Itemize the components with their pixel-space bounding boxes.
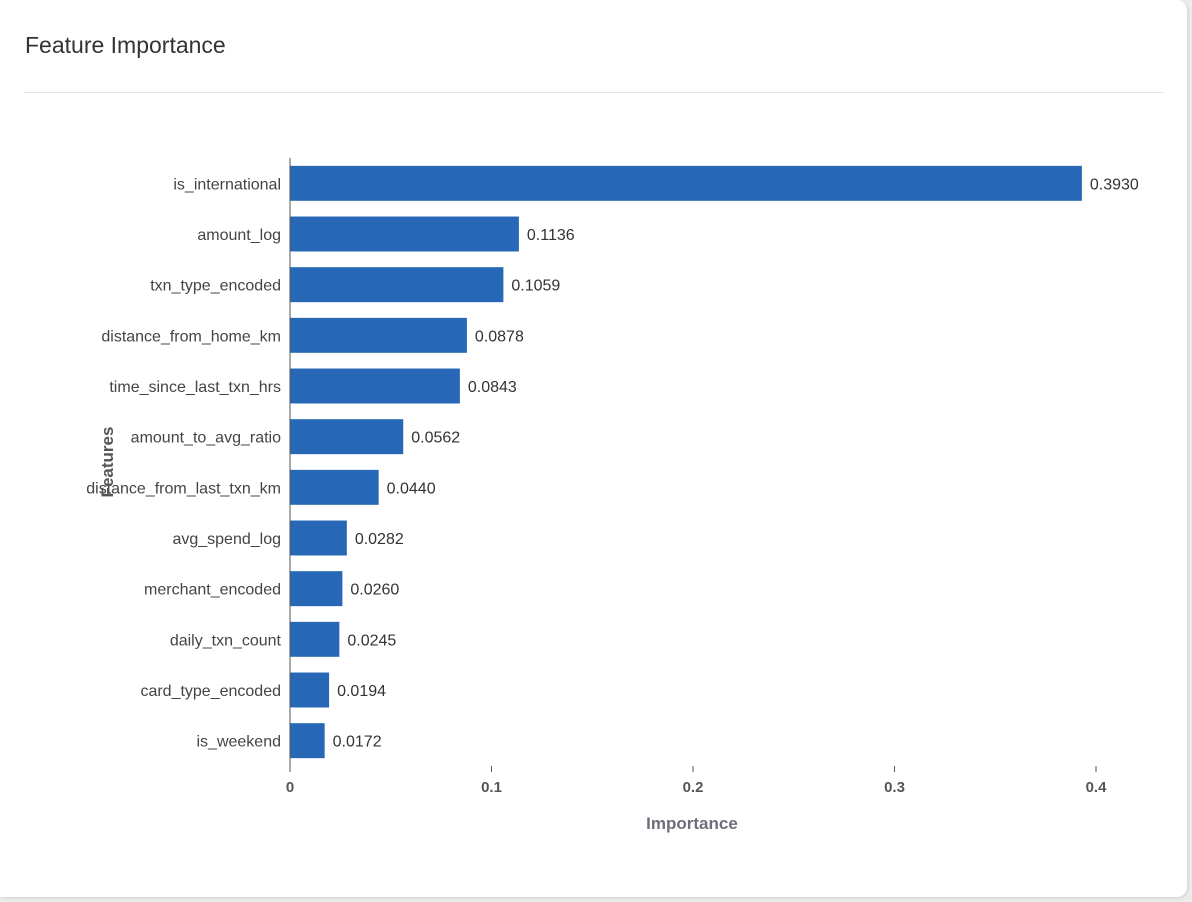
value-label: 0.0282 [355,531,404,548]
card-title: Feature Importance [25,32,226,58]
bar[interactable] [290,621,340,657]
bar[interactable] [290,419,404,455]
value-label: 0.0878 [475,328,524,345]
bars-layer: is_international 0.3930 amount_log 0.1136 tx… [86,165,1139,759]
x-tick-label: 0.2 [683,779,704,796]
bar[interactable] [290,317,467,353]
category-label: daily_txn_count [170,632,282,649]
value-label: 0.0172 [333,734,382,751]
value-label: 0.1136 [527,227,575,244]
bar-group: distance_from_home_km 0.0878 [101,317,524,353]
category-label: amount_to_avg_ratio [131,430,281,447]
value-label: 0.3930 [1090,176,1139,193]
bar[interactable] [290,267,504,303]
bar-group: card_type_encoded 0.0194 [140,672,386,708]
bar-group: amount_to_avg_ratio 0.0562 [131,419,460,455]
x-tick-label: 0 [286,779,294,796]
category-label: distance_from_last_txn_km [86,480,281,497]
x-axis-ticks: 0 0.1 0.2 0.3 0.4 [286,766,1107,796]
category-label: is_weekend [197,734,282,751]
bar[interactable] [290,165,1082,201]
bar-group: is_international 0.3930 [173,165,1139,201]
category-label: card_type_encoded [140,683,281,700]
value-label: 0.0843 [468,379,517,396]
x-tick-label: 0.3 [884,779,905,796]
value-label: 0.0440 [387,480,436,497]
category-label: time_since_last_txn_hrs [109,379,281,396]
x-tick-label: 0.4 [1086,779,1108,796]
bar[interactable] [290,520,347,556]
category-label: distance_from_home_km [101,328,281,345]
bar-group: avg_spend_log 0.0282 [172,520,404,556]
bar-group: time_since_last_txn_hrs 0.0843 [109,368,517,404]
bar-group: txn_type_encoded 0.1059 [150,267,560,303]
value-label: 0.0260 [350,582,399,599]
category-label: is_international [173,176,281,193]
bar-group: daily_txn_count 0.0245 [170,621,396,657]
value-label: 0.0562 [411,430,460,447]
bar-group: is_weekend 0.0172 [197,723,382,759]
bar[interactable] [290,672,330,708]
value-label: 0.0245 [347,632,396,649]
category-label: txn_type_encoded [150,278,281,295]
bar[interactable] [290,469,379,505]
x-axis-title: Importance [646,814,738,833]
x-tick-label: 0.1 [481,779,502,796]
bar[interactable] [290,571,343,607]
bar[interactable] [290,723,325,759]
category-label: merchant_encoded [144,582,281,599]
category-label: amount_log [197,227,281,244]
bar[interactable] [290,368,460,404]
category-label: avg_spend_log [172,531,281,548]
bar[interactable] [290,216,519,252]
bar-group: distance_from_last_txn_km 0.0440 [86,469,436,505]
value-label: 0.0194 [337,683,386,700]
bar-group: merchant_encoded 0.0260 [144,571,399,607]
title-divider [24,92,1164,93]
value-label: 0.1059 [511,278,560,295]
y-axis-title: Features [98,427,117,498]
bar-group: amount_log 0.1136 [197,216,575,252]
